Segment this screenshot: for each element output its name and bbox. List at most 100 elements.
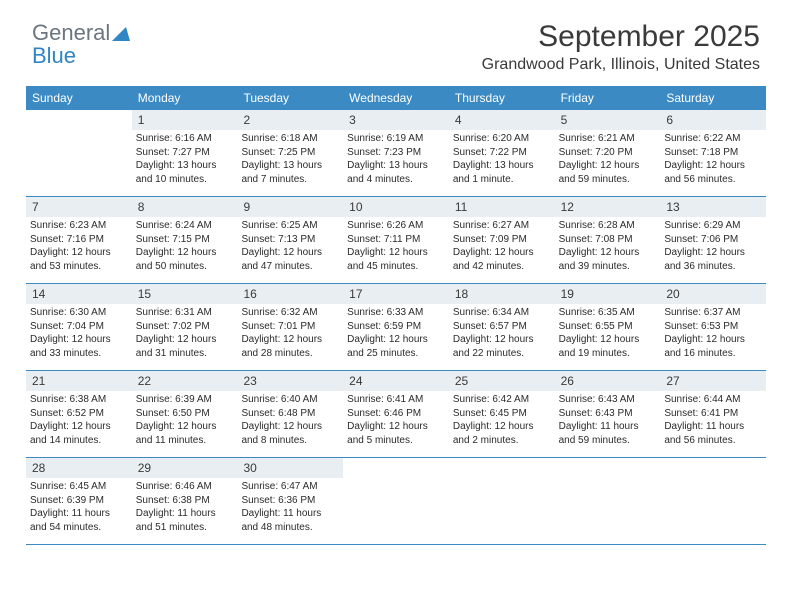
day-cell: 17Sunrise: 6:33 AMSunset: 6:59 PMDayligh… xyxy=(343,284,449,370)
day-info-line: and 31 minutes. xyxy=(136,347,234,361)
day-info-line: Sunset: 6:52 PM xyxy=(30,407,128,421)
day-info-line: Sunrise: 6:23 AM xyxy=(30,219,128,233)
day-info-line: Daylight: 12 hours xyxy=(347,333,445,347)
day-header-cell: Thursday xyxy=(449,86,555,110)
day-info-line: Daylight: 12 hours xyxy=(559,159,657,173)
day-info-line: Daylight: 12 hours xyxy=(136,333,234,347)
weeks-container: 1Sunrise: 6:16 AMSunset: 7:27 PMDaylight… xyxy=(26,110,766,545)
day-info-line: Sunset: 6:36 PM xyxy=(241,494,339,508)
day-header-cell: Friday xyxy=(555,86,661,110)
day-number: 10 xyxy=(343,197,449,217)
day-cell: 13Sunrise: 6:29 AMSunset: 7:06 PMDayligh… xyxy=(660,197,766,283)
day-info-line: Daylight: 12 hours xyxy=(30,333,128,347)
week-row: 28Sunrise: 6:45 AMSunset: 6:39 PMDayligh… xyxy=(26,458,766,545)
day-info-line: Sunrise: 6:43 AM xyxy=(559,393,657,407)
day-info-line: Sunset: 6:59 PM xyxy=(347,320,445,334)
header-right: September 2025 Grandwood Park, Illinois,… xyxy=(482,20,760,74)
day-info-line: and 33 minutes. xyxy=(30,347,128,361)
day-info-line: Daylight: 12 hours xyxy=(136,420,234,434)
day-info-line: Daylight: 12 hours xyxy=(453,420,551,434)
day-info-line: Sunset: 6:39 PM xyxy=(30,494,128,508)
day-info-line: Sunrise: 6:38 AM xyxy=(30,393,128,407)
day-info-line: and 1 minute. xyxy=(453,173,551,187)
day-info-line: and 25 minutes. xyxy=(347,347,445,361)
calendar: SundayMondayTuesdayWednesdayThursdayFrid… xyxy=(26,86,766,545)
day-info-line: and 19 minutes. xyxy=(559,347,657,361)
day-info-line: Sunrise: 6:31 AM xyxy=(136,306,234,320)
day-info-line: Sunset: 6:38 PM xyxy=(136,494,234,508)
day-info-line: Daylight: 12 hours xyxy=(241,420,339,434)
day-info-line: Sunset: 7:08 PM xyxy=(559,233,657,247)
day-cell xyxy=(449,458,555,544)
day-info-line: and 2 minutes. xyxy=(453,434,551,448)
logo: General Blue xyxy=(32,22,130,67)
day-info-line: Daylight: 11 hours xyxy=(30,507,128,521)
day-cell: 6Sunrise: 6:22 AMSunset: 7:18 PMDaylight… xyxy=(660,110,766,196)
day-info-line: and 45 minutes. xyxy=(347,260,445,274)
day-info-line: Daylight: 12 hours xyxy=(347,420,445,434)
day-info-line: Sunset: 7:18 PM xyxy=(664,146,762,160)
day-header-cell: Saturday xyxy=(660,86,766,110)
day-number: 6 xyxy=(660,110,766,130)
day-info-line: Sunrise: 6:35 AM xyxy=(559,306,657,320)
day-info-line: Sunset: 7:11 PM xyxy=(347,233,445,247)
day-number: 27 xyxy=(660,371,766,391)
day-info-line: Daylight: 12 hours xyxy=(453,246,551,260)
day-info-line: Sunrise: 6:41 AM xyxy=(347,393,445,407)
day-info-line: Sunset: 6:46 PM xyxy=(347,407,445,421)
day-cell: 29Sunrise: 6:46 AMSunset: 6:38 PMDayligh… xyxy=(132,458,238,544)
day-info-line: Sunrise: 6:26 AM xyxy=(347,219,445,233)
day-number: 18 xyxy=(449,284,555,304)
day-header-cell: Monday xyxy=(132,86,238,110)
day-info-line: and 16 minutes. xyxy=(664,347,762,361)
day-cell: 20Sunrise: 6:37 AMSunset: 6:53 PMDayligh… xyxy=(660,284,766,370)
day-info-line: Sunrise: 6:46 AM xyxy=(136,480,234,494)
day-info-line: Sunrise: 6:27 AM xyxy=(453,219,551,233)
day-info-line: Sunrise: 6:32 AM xyxy=(241,306,339,320)
day-info-line: Sunset: 7:16 PM xyxy=(30,233,128,247)
day-info-line: Sunrise: 6:29 AM xyxy=(664,219,762,233)
day-info-line: and 5 minutes. xyxy=(347,434,445,448)
day-cell: 1Sunrise: 6:16 AMSunset: 7:27 PMDaylight… xyxy=(132,110,238,196)
day-number: 5 xyxy=(555,110,661,130)
day-cell: 4Sunrise: 6:20 AMSunset: 7:22 PMDaylight… xyxy=(449,110,555,196)
day-info-line: Daylight: 13 hours xyxy=(453,159,551,173)
day-number: 3 xyxy=(343,110,449,130)
logo-text-2: Blue xyxy=(32,43,76,68)
day-info-line: Sunrise: 6:30 AM xyxy=(30,306,128,320)
day-cell: 26Sunrise: 6:43 AMSunset: 6:43 PMDayligh… xyxy=(555,371,661,457)
day-cell: 19Sunrise: 6:35 AMSunset: 6:55 PMDayligh… xyxy=(555,284,661,370)
day-header-cell: Tuesday xyxy=(237,86,343,110)
day-number: 11 xyxy=(449,197,555,217)
day-header-row: SundayMondayTuesdayWednesdayThursdayFrid… xyxy=(26,86,766,110)
day-info-line: Daylight: 12 hours xyxy=(30,246,128,260)
day-number: 15 xyxy=(132,284,238,304)
day-info-line: Daylight: 12 hours xyxy=(559,333,657,347)
day-info-line: Sunrise: 6:19 AM xyxy=(347,132,445,146)
day-info-line: Sunset: 7:01 PM xyxy=(241,320,339,334)
day-info-line: and 48 minutes. xyxy=(241,521,339,535)
day-info-line: and 56 minutes. xyxy=(664,434,762,448)
day-info-line: Sunset: 7:06 PM xyxy=(664,233,762,247)
day-info-line: Daylight: 11 hours xyxy=(136,507,234,521)
day-info-line: Sunrise: 6:28 AM xyxy=(559,219,657,233)
day-cell: 10Sunrise: 6:26 AMSunset: 7:11 PMDayligh… xyxy=(343,197,449,283)
day-cell: 3Sunrise: 6:19 AMSunset: 7:23 PMDaylight… xyxy=(343,110,449,196)
day-number: 30 xyxy=(237,458,343,478)
day-info-line: Sunrise: 6:39 AM xyxy=(136,393,234,407)
day-number: 13 xyxy=(660,197,766,217)
day-number: 1 xyxy=(132,110,238,130)
day-info-line: Daylight: 11 hours xyxy=(664,420,762,434)
day-number: 9 xyxy=(237,197,343,217)
day-cell: 28Sunrise: 6:45 AMSunset: 6:39 PMDayligh… xyxy=(26,458,132,544)
day-cell: 22Sunrise: 6:39 AMSunset: 6:50 PMDayligh… xyxy=(132,371,238,457)
day-cell: 16Sunrise: 6:32 AMSunset: 7:01 PMDayligh… xyxy=(237,284,343,370)
day-info-line: Sunset: 6:41 PM xyxy=(664,407,762,421)
day-cell: 15Sunrise: 6:31 AMSunset: 7:02 PMDayligh… xyxy=(132,284,238,370)
day-info-line: Sunrise: 6:22 AM xyxy=(664,132,762,146)
day-number: 14 xyxy=(26,284,132,304)
day-info-line: and 4 minutes. xyxy=(347,173,445,187)
day-info-line: and 22 minutes. xyxy=(453,347,551,361)
day-info-line: Sunset: 6:48 PM xyxy=(241,407,339,421)
day-info-line: Sunset: 7:20 PM xyxy=(559,146,657,160)
